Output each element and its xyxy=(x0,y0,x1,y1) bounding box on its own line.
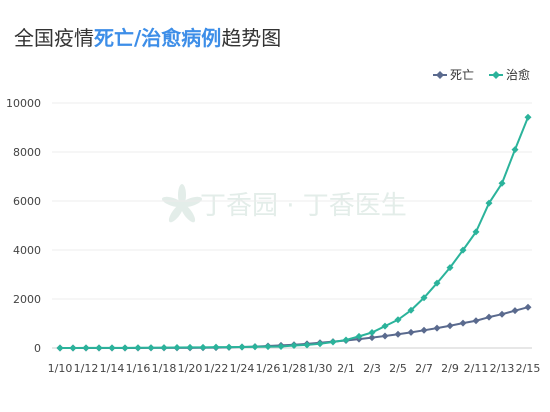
data-point[interactable] xyxy=(199,343,207,351)
grid xyxy=(52,102,532,349)
data-point[interactable] xyxy=(69,344,77,352)
data-point[interactable] xyxy=(147,344,155,352)
data-point[interactable] xyxy=(225,343,233,351)
data-point[interactable] xyxy=(381,322,389,330)
data-point[interactable] xyxy=(290,341,298,349)
data-point[interactable] xyxy=(433,324,441,332)
data-point[interactable] xyxy=(485,199,493,207)
data-point[interactable] xyxy=(355,332,363,340)
x-tick-label: 1/10 xyxy=(48,362,73,375)
y-tick-label: 8000 xyxy=(13,146,41,159)
y-tick-label: 10000 xyxy=(6,97,41,110)
data-point[interactable] xyxy=(511,307,519,315)
legend-item-death[interactable]: 死亡 xyxy=(433,68,474,82)
data-point[interactable] xyxy=(498,310,506,318)
watermark-text: 丁香园 · 丁香医生 xyxy=(200,191,407,221)
data-point[interactable] xyxy=(446,264,454,272)
x-tick-label: 2/1 xyxy=(337,362,355,375)
x-tick-label: 1/12 xyxy=(74,362,99,375)
x-axis: 1/10 1/12 1/14 1/16 1/18 1/20 1/22 1/24 1/26 1/28… xyxy=(48,362,541,375)
x-tick-label: 1/14 xyxy=(100,362,125,375)
data-point[interactable] xyxy=(186,343,194,351)
data-point[interactable] xyxy=(446,322,454,330)
x-tick-label: 2/3 xyxy=(363,362,381,375)
x-tick-label: 1/24 xyxy=(230,362,255,375)
x-tick-label: 2/9 xyxy=(441,362,459,375)
data-point[interactable] xyxy=(303,341,311,349)
data-point[interactable] xyxy=(173,344,181,352)
series-cured xyxy=(56,113,532,352)
data-point[interactable] xyxy=(368,334,376,342)
data-point[interactable] xyxy=(511,146,519,154)
data-point[interactable] xyxy=(368,329,376,337)
watermark-logo-icon xyxy=(161,184,203,223)
data-point[interactable] xyxy=(342,336,350,344)
title-prefix: 全国疫情 xyxy=(14,26,94,50)
data-point[interactable] xyxy=(524,113,532,121)
data-point[interactable] xyxy=(433,279,441,287)
chart-title: 全国疫情死亡/治愈病例趋势图 xyxy=(14,22,281,51)
x-tick-label: 1/28 xyxy=(282,362,307,375)
x-tick-label: 1/26 xyxy=(256,362,281,375)
data-point[interactable] xyxy=(459,319,467,327)
data-point[interactable] xyxy=(498,179,506,187)
x-tick-label: 1/16 xyxy=(126,362,151,375)
data-point[interactable] xyxy=(238,343,246,351)
y-tick-label: 2000 xyxy=(13,293,41,306)
x-tick-label: 2/11 xyxy=(464,362,489,375)
series-area xyxy=(56,113,532,352)
data-point[interactable] xyxy=(264,343,272,351)
legend-diamond-icon xyxy=(436,71,444,79)
x-tick-label: 2/15 xyxy=(516,362,541,375)
x-tick-label: 1/30 xyxy=(308,362,333,375)
data-point[interactable] xyxy=(108,344,116,352)
data-point[interactable] xyxy=(251,343,259,351)
y-tick-label: 4000 xyxy=(13,244,41,257)
x-tick-label: 2/7 xyxy=(415,362,433,375)
x-tick-label: 2/13 xyxy=(490,362,515,375)
x-tick-label: 1/20 xyxy=(178,362,203,375)
data-point[interactable] xyxy=(485,313,493,321)
data-point[interactable] xyxy=(134,344,142,352)
data-point[interactable] xyxy=(316,340,324,348)
data-point[interactable] xyxy=(472,317,480,325)
legend[interactable]: 死亡 治愈 xyxy=(433,67,530,82)
title-suffix: 趋势图 xyxy=(221,26,282,50)
y-axis: 0 2000 4000 6000 8000 10000 xyxy=(6,97,41,355)
x-tick-label: 1/18 xyxy=(152,362,177,375)
data-point[interactable] xyxy=(459,246,467,254)
data-point[interactable] xyxy=(472,228,480,236)
data-point[interactable] xyxy=(56,344,64,352)
data-point[interactable] xyxy=(420,294,428,302)
data-point[interactable] xyxy=(394,330,402,338)
data-point[interactable] xyxy=(160,344,168,352)
legend-item-cured[interactable]: 治愈 xyxy=(489,67,530,82)
data-point[interactable] xyxy=(82,344,90,352)
data-point[interactable] xyxy=(277,343,285,351)
data-point[interactable] xyxy=(407,306,415,314)
data-point[interactable] xyxy=(212,343,220,351)
data-point[interactable] xyxy=(329,338,337,346)
data-point[interactable] xyxy=(407,328,415,336)
x-tick-label: 1/22 xyxy=(204,362,229,375)
data-point[interactable] xyxy=(394,316,402,324)
data-point[interactable] xyxy=(121,344,129,352)
y-tick-label: 0 xyxy=(34,342,41,355)
title-highlight: 死亡/治愈病例 xyxy=(94,26,222,50)
x-tick-label: 2/5 xyxy=(389,362,407,375)
y-tick-label: 6000 xyxy=(13,195,41,208)
legend-label: 死亡 xyxy=(450,68,474,82)
data-point[interactable] xyxy=(381,332,389,340)
data-point[interactable] xyxy=(420,326,428,334)
watermark: 丁香园 · 丁香医生 xyxy=(161,184,407,223)
data-point[interactable] xyxy=(95,344,103,352)
data-point[interactable] xyxy=(524,303,532,311)
legend-label: 治愈 xyxy=(506,67,530,82)
legend-diamond-icon xyxy=(492,71,500,79)
